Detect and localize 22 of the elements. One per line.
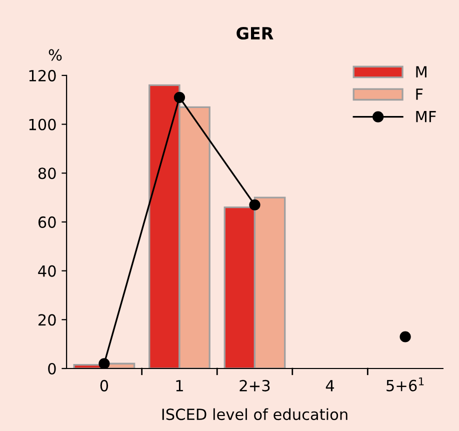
x-tick-label: 1 bbox=[176, 380, 183, 392]
chart-title: GER bbox=[236, 26, 274, 40]
x-tick-label: 4 bbox=[326, 380, 334, 392]
y-tick-label: 100 bbox=[29, 118, 56, 130]
y-tick-label: 40 bbox=[38, 265, 56, 277]
point bbox=[174, 92, 186, 103]
legend-label: F bbox=[416, 88, 423, 100]
point bbox=[98, 358, 110, 369]
y-tick-label: 80 bbox=[38, 168, 56, 180]
legend-label: MF bbox=[416, 111, 436, 122]
y-tick-label: 60 bbox=[38, 216, 56, 228]
x-tick-label: 5+6$^{1}$ bbox=[386, 377, 424, 392]
point bbox=[400, 331, 411, 342]
x-axis-title: ISCED level of education bbox=[162, 408, 348, 420]
x-tick-label: 2+3 bbox=[240, 380, 270, 392]
y-tick-label: 0 bbox=[48, 362, 56, 375]
point bbox=[249, 199, 260, 210]
x-tick-label: 0 bbox=[100, 380, 108, 392]
y-axis-title: % bbox=[48, 49, 62, 61]
legend-label: M bbox=[416, 66, 426, 78]
y-tick-label: 20 bbox=[38, 314, 56, 326]
y-tick-label: 120 bbox=[29, 70, 56, 82]
